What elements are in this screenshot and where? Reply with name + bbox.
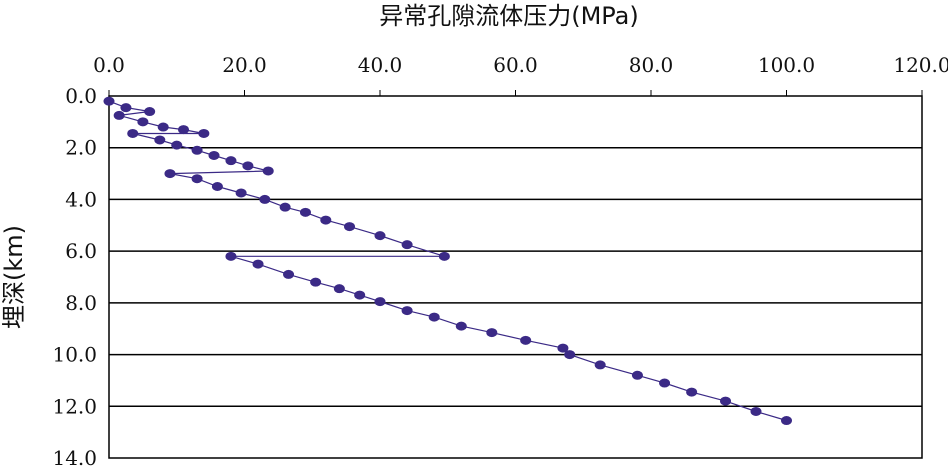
data-point-8 (127, 128, 139, 138)
data-point-33 (354, 290, 366, 300)
data-point-42 (594, 360, 606, 370)
data-point-20 (259, 194, 271, 204)
data-point-18 (211, 182, 223, 191)
data-point-46 (720, 396, 732, 406)
data-point-7 (198, 128, 210, 138)
y-axis-title: 埋深(km) (0, 225, 28, 329)
data-point-28 (225, 251, 237, 261)
y-tick-label-1: 2.0 (65, 136, 97, 160)
x-tick-label-5: 100.0 (758, 53, 815, 77)
data-point-markers (103, 96, 792, 426)
data-point-44 (659, 378, 671, 388)
data-point-0 (103, 96, 115, 106)
data-point-4 (137, 117, 149, 127)
data-point-45 (686, 387, 698, 397)
data-point-13 (225, 156, 237, 166)
data-point-39 (520, 335, 532, 345)
y-tick-label-5: 10.0 (52, 343, 97, 367)
data-point-43 (631, 370, 643, 380)
x-tick-label-6: 120.0 (893, 53, 948, 77)
data-point-17 (191, 174, 203, 184)
x-tick-label-0: 0.0 (93, 53, 125, 77)
data-point-30 (283, 269, 295, 279)
data-point-32 (333, 284, 345, 294)
data-point-12 (208, 150, 220, 160)
data-point-19 (235, 188, 247, 198)
series-line (108, 100, 787, 422)
y-tick-label-6: 12.0 (52, 394, 97, 418)
x-tick-label-2: 40.0 (358, 53, 403, 77)
data-point-31 (310, 277, 322, 287)
data-point-34 (374, 297, 386, 307)
data-point-24 (344, 222, 356, 232)
y-tick-label-4: 8.0 (65, 291, 97, 315)
x-tick-labels: 0.0 20.0 40.0 60.0 80.0 100.0 120.0 (93, 53, 948, 96)
data-point-23 (320, 215, 332, 225)
data-point-15 (262, 166, 274, 176)
data-point-48 (781, 416, 792, 426)
plot-area-frame (108, 95, 923, 459)
data-point-27 (438, 251, 450, 261)
data-point-38 (486, 328, 498, 338)
x-tick-label-3: 60.0 (493, 53, 538, 77)
data-point-29 (252, 259, 264, 269)
horizontal-grid (109, 146, 922, 408)
data-point-26 (401, 240, 413, 250)
y-tick-labels: 0.0 2.0 4.0 6.0 8.0 10.0 12.0 14.0 (52, 84, 97, 467)
data-point-40 (557, 343, 569, 353)
y-tick-label-0: 0.0 (65, 84, 97, 108)
data-point-16 (164, 169, 176, 179)
data-point-11 (191, 145, 203, 155)
data-point-1 (120, 103, 132, 113)
data-point-2 (144, 107, 156, 117)
x-axis-title: 异常孔隙流体压力(MPa) (379, 2, 639, 30)
data-point-35 (401, 306, 413, 316)
data-point-3 (113, 110, 125, 120)
data-point-37 (455, 321, 467, 331)
data-point-36 (428, 312, 440, 322)
data-point-41 (564, 350, 576, 360)
y-tick-label-2: 4.0 (65, 187, 97, 211)
data-point-25 (374, 231, 386, 241)
y-tick-label-7: 14.0 (52, 446, 97, 467)
data-point-21 (279, 202, 291, 212)
x-tick-label-4: 80.0 (629, 53, 674, 77)
data-point-47 (750, 406, 762, 416)
y-tick-label-3: 6.0 (65, 239, 97, 263)
data-point-22 (299, 207, 311, 217)
data-point-6 (178, 125, 190, 135)
data-point-9 (154, 135, 166, 145)
data-point-5 (157, 122, 169, 132)
data-point-10 (171, 140, 183, 150)
data-point-14 (242, 161, 254, 171)
x-tick-label-1: 20.0 (222, 53, 267, 77)
